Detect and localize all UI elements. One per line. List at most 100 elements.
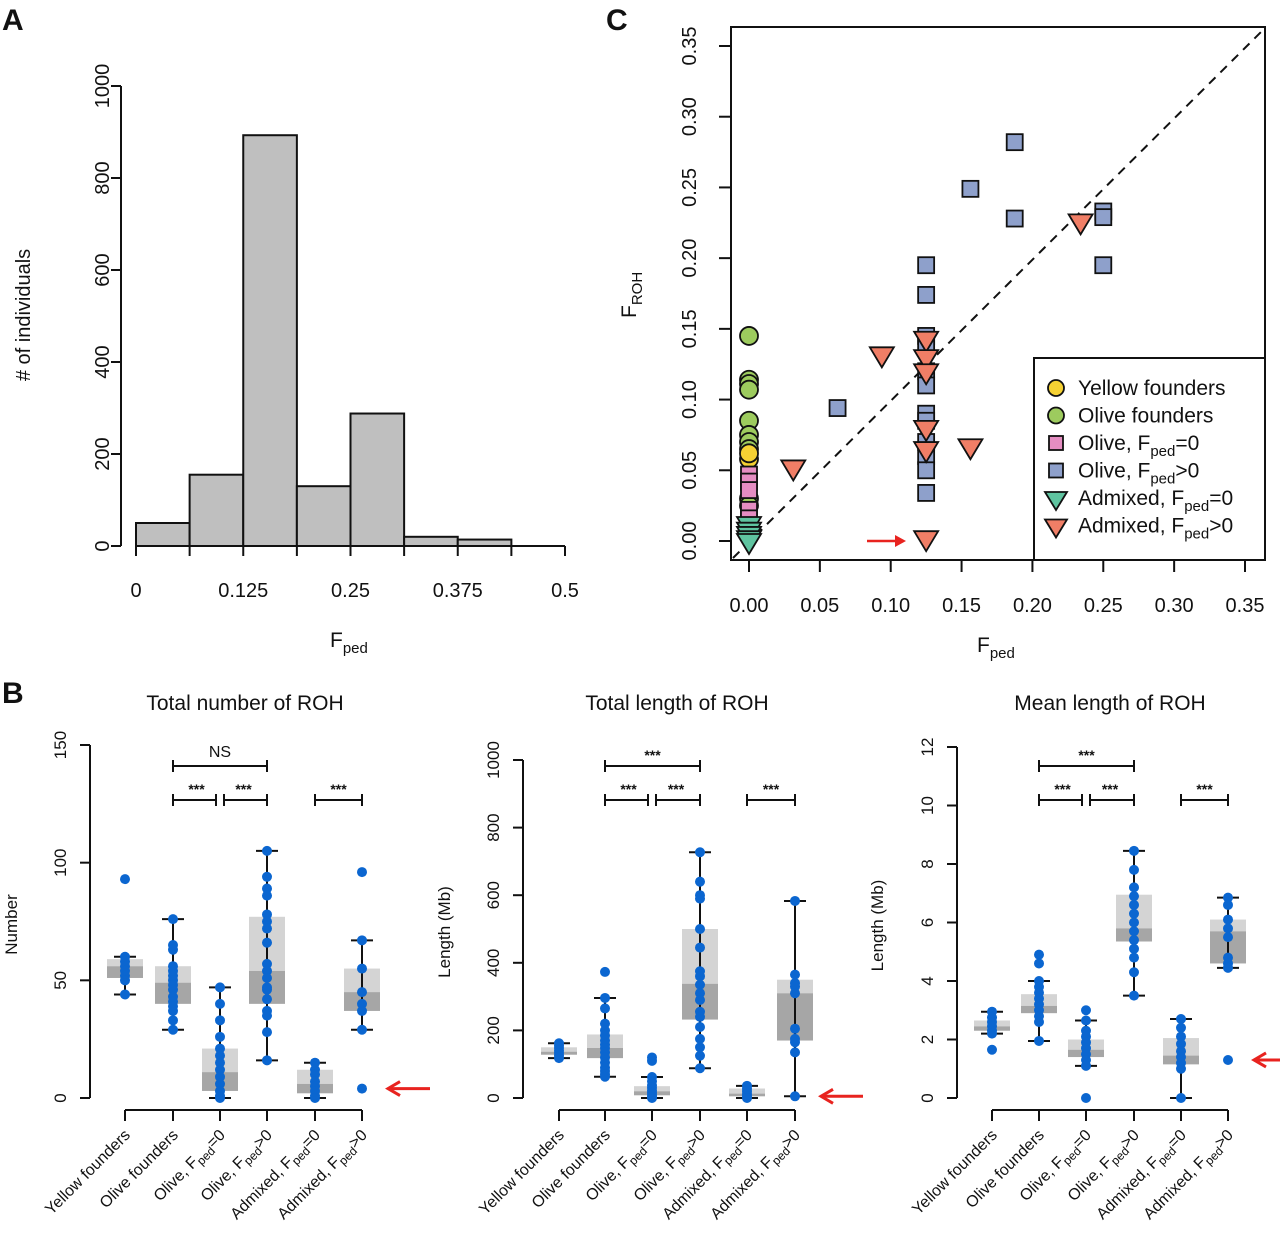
box-group: [777, 895, 813, 1102]
x-tick-label: 0.25: [331, 580, 370, 602]
box-group: [634, 1052, 670, 1103]
data-point: [262, 1027, 272, 1038]
scatter-point: [1005, 133, 1024, 152]
data-point: [1081, 1005, 1091, 1016]
category-label: Yellow founders: [42, 1127, 133, 1218]
y-tick-label: 0.35: [679, 27, 701, 66]
box-group: [344, 867, 380, 1094]
legend-marker: [1043, 491, 1069, 512]
data-point: [695, 1042, 705, 1053]
data-point: [357, 935, 367, 946]
data-point: [357, 867, 367, 878]
y-tick-label: 800: [484, 813, 503, 841]
scatter-point: [740, 481, 758, 499]
x-axis-title-main: F: [977, 634, 990, 657]
scatter-point: [912, 363, 940, 387]
scatter-point: [912, 530, 940, 553]
significance-label: ***: [188, 781, 205, 797]
x-axis-title: Fped: [977, 634, 1015, 662]
data-point: [262, 1055, 272, 1066]
legend-label: Yellow founders: [1078, 377, 1226, 400]
box-group: [107, 874, 143, 1000]
scatter-point: [912, 441, 940, 464]
y-tick-label: 400: [92, 345, 114, 378]
significance-label: ***: [1078, 747, 1095, 763]
data-point: [1176, 1038, 1186, 1049]
scatter-point: [956, 438, 985, 461]
data-point: [1129, 882, 1139, 893]
data-point: [262, 845, 272, 856]
box-group: [587, 966, 623, 1082]
scatter-point: [779, 459, 807, 483]
scatter-point: [917, 256, 936, 275]
scatter-point: [828, 399, 847, 417]
data-point: [1129, 891, 1139, 902]
legend-label-main: Admixed, F: [1078, 487, 1184, 510]
data-point: [120, 975, 130, 986]
scatter-point: [1094, 208, 1113, 227]
scatter-point: [868, 346, 896, 370]
scatter-panel: 0.00 0.00 0.05 0.05 0.10 0.10 0.15 0.15 0.20 0.20…: [618, 26, 1266, 662]
y-tick-label: 0.10: [679, 380, 701, 419]
y-tick-label: 0.20: [679, 239, 701, 278]
box-group: [1210, 892, 1246, 1065]
data-point: [987, 1044, 997, 1055]
y-tick-label: 150: [51, 731, 70, 759]
scatter-point: [739, 326, 759, 346]
data-point: [1223, 892, 1233, 903]
y-tick-label: 100: [51, 848, 70, 876]
histogram-bar: [135, 522, 191, 547]
data-point: [1081, 1093, 1091, 1103]
data-point: [168, 984, 178, 995]
data-point: [1034, 949, 1044, 960]
y-tick-label: 0: [51, 1093, 70, 1102]
data-point: [357, 987, 367, 998]
boxplot-total-length: Total length of ROH 0 200 400 600 800 1000 Leng…: [435, 692, 863, 1225]
box-group: [729, 1080, 765, 1103]
category-label: Admixed, Fped>0: [275, 1127, 373, 1225]
data-point: [168, 1024, 178, 1035]
y-tick-label: 1000: [484, 741, 503, 779]
category-label: Admixed, Fped>0: [708, 1127, 806, 1225]
data-point: [357, 1024, 367, 1035]
data-point: [790, 1091, 800, 1102]
legend-label-tail: >0: [1175, 460, 1199, 483]
data-point: [262, 958, 272, 969]
y-tick-label: 600: [92, 253, 114, 286]
y-axis-title: Number: [2, 894, 21, 955]
data-point: [695, 847, 705, 858]
data-point: [1176, 1014, 1186, 1025]
data-point: [1129, 967, 1139, 978]
data-point: [215, 1071, 225, 1082]
legend-label: Olive, Fped=0: [1078, 432, 1199, 460]
data-point: [1223, 914, 1233, 925]
scatter-point: [1094, 256, 1113, 275]
data-point: [262, 1010, 272, 1021]
data-point: [357, 998, 367, 1009]
data-point: [790, 969, 800, 980]
data-point: [310, 1093, 320, 1103]
legend-label-main: Olive, F: [1078, 460, 1150, 483]
annotation-arrow-icon: [385, 1080, 401, 1097]
data-point: [695, 1022, 705, 1033]
legend: [1033, 357, 1266, 561]
data-point: [262, 909, 272, 920]
data-point: [695, 924, 705, 934]
category-label: Admixed, Fped>0: [1141, 1127, 1239, 1225]
data-point: [695, 971, 705, 982]
y-tick-label: 0.30: [679, 97, 701, 136]
category-label: Yellow founders: [476, 1127, 567, 1218]
scatter-point: [912, 349, 940, 372]
legend-marker: [1047, 406, 1065, 425]
x-tick-label: 0.35: [1226, 595, 1265, 617]
legend-marker: [1048, 462, 1064, 479]
data-point: [600, 1071, 610, 1082]
y-tick-label: 0.25: [679, 168, 701, 207]
histogram-panel: 0 200 400 600 800 1000 0 0.125 0.25 0.375 0.5 Fped #…: [13, 64, 579, 657]
data-point: [262, 883, 272, 894]
box-group: [1116, 845, 1152, 1001]
y-tick-label: 0: [484, 1093, 503, 1102]
significance-label: ***: [1196, 781, 1213, 797]
legend-label-main: Olive founders: [1078, 405, 1213, 428]
data-point: [1223, 923, 1233, 934]
